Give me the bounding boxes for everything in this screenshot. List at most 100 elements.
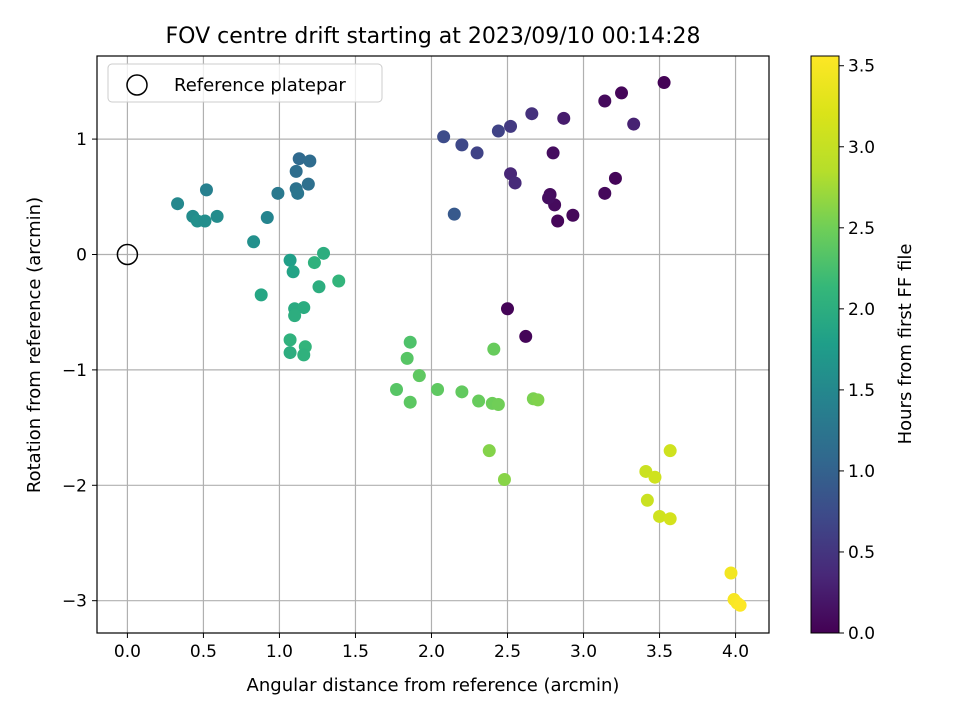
data-point: [437, 130, 451, 144]
data-point: [598, 94, 612, 108]
data-points: [116, 76, 747, 612]
y-tick-label: 1: [76, 130, 87, 150]
data-point: [317, 246, 331, 260]
data-point: [663, 444, 677, 458]
data-point: [297, 348, 311, 362]
data-point: [648, 470, 662, 484]
x-tick-label: 0.0: [114, 642, 141, 662]
reference-platepar-marker: [116, 243, 139, 266]
y-axis-label: Rotation from reference (arcmin): [24, 197, 45, 493]
legend: Reference platepar: [107, 63, 383, 103]
y-tick-label: −1: [62, 361, 87, 381]
data-point: [733, 598, 747, 612]
data-point: [504, 119, 518, 133]
colorbar-tick-label: 3.5: [848, 57, 875, 77]
colorbar-tick-label: 3.0: [848, 138, 875, 158]
data-point: [491, 398, 505, 412]
x-tick-label: 1.0: [266, 642, 293, 662]
x-axis-label: Angular distance from reference (arcmin): [247, 675, 620, 696]
data-point: [286, 265, 300, 279]
data-point: [551, 214, 565, 228]
data-point: [519, 329, 533, 343]
x-tick-label: 3.5: [646, 642, 673, 662]
data-point: [598, 186, 612, 200]
data-point: [615, 86, 629, 100]
data-point: [199, 183, 213, 197]
data-point: [455, 138, 469, 152]
data-point: [525, 107, 539, 121]
x-axis-ticks: 0.0 0.5 1.0 1.5 2.0 2.5 3.0 3.5 4.0: [114, 633, 749, 662]
data-point: [663, 512, 677, 526]
data-point: [657, 76, 671, 90]
data-point: [283, 346, 297, 360]
colorbar-tick-label: 2.0: [848, 300, 875, 320]
colorbar-tick-label: 0.0: [848, 624, 875, 644]
colorbar-tick-label: 0.5: [848, 543, 875, 563]
data-point: [297, 301, 311, 315]
legend-marker-reference-icon: [126, 74, 148, 96]
legend-label: Reference platepar: [174, 75, 346, 96]
y-tick-label: −2: [62, 476, 87, 496]
x-tick-label: 2.0: [418, 642, 445, 662]
x-tick-label: 4.0: [722, 642, 749, 662]
data-point: [288, 309, 302, 323]
plot-area-frame: [96, 55, 770, 634]
data-point: [403, 395, 417, 409]
data-point: [500, 302, 514, 316]
colorbar-tick-label: 2.5: [848, 219, 875, 239]
data-point: [400, 351, 414, 365]
colorbar-tick-label: 1.0: [848, 462, 875, 482]
data-point: [307, 256, 321, 270]
data-point: [531, 393, 545, 407]
data-point: [653, 509, 667, 523]
data-point: [470, 146, 484, 160]
colorbar-ticks: 0.0 0.5 1.0 1.5 2.0 2.5 3.0 3.5: [839, 57, 875, 644]
data-point: [390, 383, 404, 397]
data-point: [546, 146, 560, 160]
data-point: [455, 385, 469, 399]
data-point: [472, 394, 486, 408]
data-point: [210, 209, 224, 223]
x-tick-label: 0.5: [190, 642, 217, 662]
chart-title: FOV centre drift starting at 2023/09/10 …: [166, 24, 701, 49]
data-point: [724, 566, 738, 580]
data-point: [412, 369, 426, 383]
data-point: [289, 164, 303, 178]
data-point: [301, 177, 315, 191]
data-point: [566, 208, 580, 222]
data-point: [431, 383, 445, 397]
legend-box: [107, 63, 383, 103]
x-tick-label: 2.5: [494, 642, 521, 662]
data-point: [171, 197, 185, 211]
data-point: [491, 124, 505, 138]
data-point: [198, 214, 212, 228]
data-point: [508, 176, 522, 190]
data-point: [557, 111, 571, 125]
data-point: [447, 207, 461, 221]
y-tick-label: −3: [62, 592, 87, 612]
data-point: [260, 211, 274, 225]
data-point: [542, 191, 556, 205]
x-tick-label: 3.0: [570, 642, 597, 662]
data-point: [627, 117, 641, 131]
data-point: [283, 253, 297, 267]
data-point: [283, 333, 297, 347]
data-point: [292, 152, 306, 166]
data-point: [247, 235, 261, 249]
colorbar-gradient: [810, 55, 840, 634]
data-point: [291, 186, 305, 200]
colorbar: 0.0 0.5 1.0 1.5 2.0 2.5 3.0 3.5 Hours from firs…: [810, 55, 916, 644]
data-point: [303, 154, 317, 168]
data-point: [497, 473, 511, 487]
colorbar-label: Hours from first FF file: [895, 244, 916, 445]
colorbar-tick-label: 1.5: [848, 381, 875, 401]
data-point: [312, 280, 326, 294]
grid-lines: [97, 56, 769, 633]
data-point: [608, 171, 622, 185]
data-point: [332, 274, 346, 288]
data-point: [254, 288, 268, 302]
data-point: [482, 444, 496, 458]
data-point: [271, 186, 285, 200]
